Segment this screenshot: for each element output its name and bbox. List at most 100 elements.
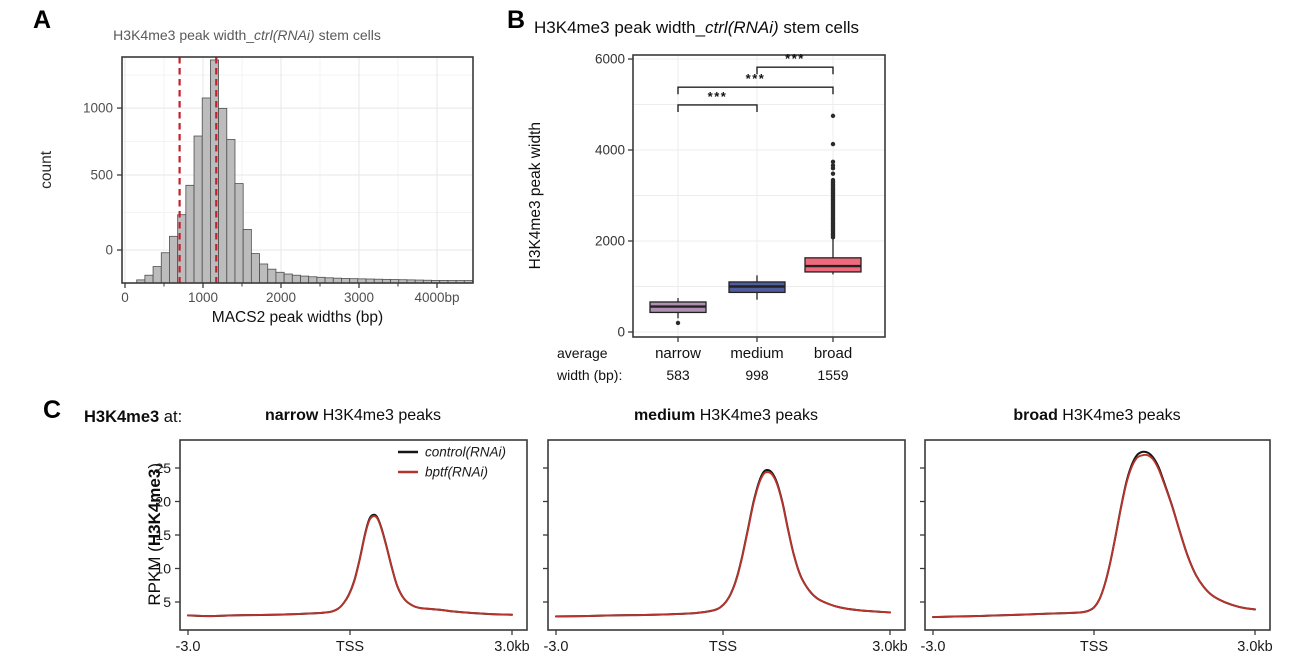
panel-c-header: H3K4me3 at: bbox=[84, 408, 183, 426]
outlier-dot bbox=[830, 113, 836, 119]
panel-b-title: H3K4me3 peak width_ctrl(RNAi) stem cells bbox=[534, 18, 859, 37]
subplot-title-medium: medium H3K4me3 peaks bbox=[633, 407, 819, 424]
x-tick-label: 0 bbox=[121, 290, 129, 305]
x-tick-label: 1000 bbox=[188, 290, 218, 305]
histogram-bar bbox=[160, 252, 170, 284]
x-tick-label: -3.0 bbox=[544, 639, 569, 655]
outlier-dot bbox=[830, 177, 836, 183]
histogram-bar bbox=[300, 275, 310, 284]
x-tick-label: 3.0kb bbox=[494, 639, 529, 655]
panel-c-label: C bbox=[43, 396, 62, 424]
y-tick-label: 20 bbox=[155, 494, 171, 510]
histogram-svg: 0 1000 2000 3000 4000bp 0 500 1000 bbox=[83, 56, 474, 305]
histogram-gridlines bbox=[122, 57, 473, 283]
profile-svg-2: -3.0 TSS 3.0kb bbox=[920, 439, 1273, 655]
histogram-bar bbox=[210, 59, 220, 284]
bptf-line bbox=[555, 471, 891, 618]
histogram-bar bbox=[316, 276, 326, 284]
x-tick-label: TSS bbox=[336, 639, 364, 655]
histogram-plot: 0 1000 2000 3000 4000bp 0 500 1000 bbox=[83, 56, 474, 305]
histogram-bars bbox=[136, 59, 473, 284]
profile-svg-0: 5 10 15 20 25 -3.0 TSS 3.0kb control(RNAi) bptf(R… bbox=[155, 439, 530, 655]
boxplot-box-narrow bbox=[649, 298, 707, 326]
histogram-bar bbox=[226, 139, 236, 284]
significance-stars: *** bbox=[746, 71, 766, 86]
significance-bracket bbox=[677, 104, 758, 112]
boxplot-y-axis-label: H3K4me3 peak width bbox=[527, 122, 544, 270]
histogram-bar bbox=[234, 183, 244, 284]
histogram-bar bbox=[283, 273, 293, 284]
y-tick-label: 5 bbox=[163, 594, 171, 610]
profile-axis: -3.0 TSS 3.0kb bbox=[920, 467, 1273, 655]
boxplot-box-medium bbox=[728, 275, 786, 300]
average-width-value: 583 bbox=[666, 367, 690, 383]
y-tick-label: 15 bbox=[155, 527, 171, 543]
x-tick-label: 4000bp bbox=[414, 290, 459, 305]
outlier-dot bbox=[830, 171, 836, 176]
y-tick-label: 1000 bbox=[83, 101, 113, 116]
bptf-line bbox=[932, 453, 1256, 619]
subplot-title-narrow: narrow H3K4me3 peaks bbox=[264, 407, 442, 424]
boxplot-plot: *** *** *** 0 2000 4000 6000 narrow medium broad a… bbox=[556, 51, 886, 383]
y-tick-label: 10 bbox=[155, 561, 171, 577]
profile-axis: -3.0 TSS 3.0kb bbox=[543, 467, 908, 655]
x-tick-label: TSS bbox=[1080, 639, 1108, 655]
histogram-bar bbox=[267, 268, 277, 284]
profile-svg-1: -3.0 TSS 3.0kb bbox=[543, 439, 908, 655]
outlier-dot bbox=[830, 163, 836, 168]
histogram-bar bbox=[250, 253, 260, 284]
panel-a-title: H3K4me3 peak width_ctrl(RNAi) stem cells bbox=[113, 27, 381, 43]
significance-bracket bbox=[677, 86, 834, 95]
significance-brackets: *** *** *** bbox=[677, 51, 834, 112]
outlier-dot bbox=[830, 141, 836, 147]
bptf-line bbox=[187, 515, 513, 618]
x-tick-label: 3.0kb bbox=[872, 639, 907, 655]
histogram-axis-ticks: 0 1000 2000 3000 4000bp 0 500 1000 bbox=[83, 101, 460, 305]
x-tick-label: 3.0kb bbox=[1237, 639, 1272, 655]
histogram-bar bbox=[193, 135, 203, 284]
histogram-bar bbox=[291, 274, 301, 284]
histogram-bar bbox=[275, 271, 285, 284]
average-row-label: average bbox=[557, 345, 608, 361]
profile-plot-broad: -3.0 TSS 3.0kb bbox=[920, 439, 1273, 655]
y-tick-label: 0 bbox=[105, 243, 113, 258]
y-tick-label: 500 bbox=[90, 167, 113, 182]
average-width-value: 1559 bbox=[817, 367, 848, 383]
average-width-value: 998 bbox=[745, 367, 769, 383]
category-label: medium bbox=[730, 345, 783, 362]
x-tick-label: 3000 bbox=[344, 290, 374, 305]
x-tick-label: -3.0 bbox=[176, 639, 201, 655]
boxplot-gridlines bbox=[633, 55, 885, 337]
legend-label: control(RNAi) bbox=[425, 445, 506, 460]
boxplot-svg: *** *** *** 0 2000 4000 6000 narrow medium broad a… bbox=[556, 51, 886, 383]
y-tick-label: 25 bbox=[155, 460, 171, 476]
subplot-title-broad: broad H3K4me3 peaks bbox=[1013, 407, 1181, 424]
legend: control(RNAi) bptf(RNAi) bbox=[398, 445, 506, 480]
category-label: narrow bbox=[655, 345, 701, 362]
significance-stars: *** bbox=[785, 51, 805, 66]
profile-plot-narrow: 5 10 15 20 25 -3.0 TSS 3.0kb control(RNAi) bptf(R… bbox=[155, 439, 530, 655]
category-label: broad bbox=[814, 345, 852, 362]
profile-plot-medium: -3.0 TSS 3.0kb bbox=[543, 439, 908, 655]
significance-stars: *** bbox=[708, 89, 728, 104]
panel-b-label: B bbox=[507, 6, 526, 34]
boxplot-bottom-labels: narrow medium broad average width (bp): 583 99… bbox=[556, 345, 852, 383]
y-tick-label: 6000 bbox=[595, 52, 625, 67]
significance-bracket bbox=[756, 66, 834, 75]
histogram-bar bbox=[185, 184, 195, 284]
x-tick-label: -3.0 bbox=[921, 639, 946, 655]
y-tick-label: 4000 bbox=[595, 143, 625, 158]
histogram-bar bbox=[169, 235, 179, 284]
profile-axis: 5 10 15 20 25 -3.0 TSS 3.0kb bbox=[155, 460, 529, 655]
y-tick-label: 0 bbox=[617, 325, 625, 340]
histogram-bar bbox=[144, 274, 154, 284]
boxplot-box-broad bbox=[804, 113, 862, 275]
histogram-bar bbox=[218, 107, 228, 284]
outlier-dot bbox=[675, 320, 681, 326]
x-tick-label: TSS bbox=[709, 639, 737, 655]
histogram-bar bbox=[259, 263, 269, 284]
y-tick-label: 2000 bbox=[595, 234, 625, 249]
threshold-lines bbox=[178, 57, 218, 283]
average-row-label: width (bp): bbox=[556, 367, 622, 383]
